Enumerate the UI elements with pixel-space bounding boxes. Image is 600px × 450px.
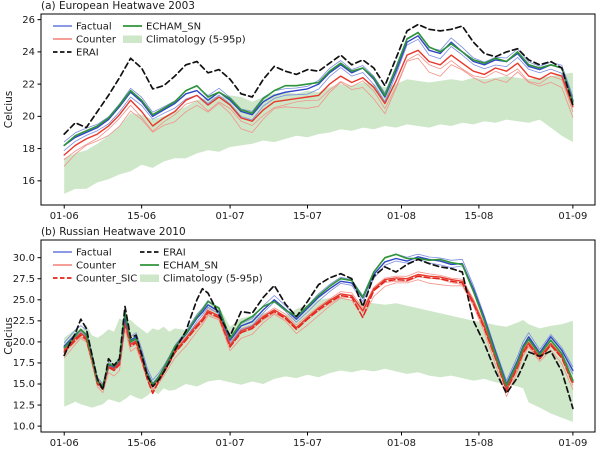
panel-title-b: (b) Russian Heatwave 2010 [41,226,186,238]
panel-b: 01-06 15-06 01-07 15-07 01-08 15-08 01-09 10.0 1… [3,226,596,449]
echam-line [63,31,574,147]
legend-label-clim: Climatology (5-95p) [163,274,263,285]
panel-a: 01-06 15-06 01-07 15-07 01-08 15-08 01-09 16 18 2… [3,0,596,222]
climatology-band-a [64,72,573,194]
factual-line [63,35,574,147]
y-tick-label: 18 [22,144,35,155]
y-tick-label: 22.5 [13,316,35,327]
y-tick-label: 27.5 [13,274,35,285]
legend-label-echam: ECHAM_SN [146,22,201,33]
legend-label-factual: Factual [76,22,112,33]
counter-member-line [63,279,574,397]
x-tick-label: 15-08 [464,211,493,222]
x-tick-label: 15-08 [464,438,493,449]
counter-line [63,273,574,390]
y-tick-label: 24 [22,47,35,58]
axes-frame-a [40,13,596,206]
counter-member-line [63,57,574,167]
x-tick-label: 01-07 [216,438,245,449]
erai-line [63,23,574,135]
legend-label-echam: ECHAM_SN [163,261,218,272]
y-tick-label: 26 [22,15,35,26]
counter-line [63,49,574,156]
y-tick-label: 10.0 [13,421,35,432]
x-tick-label: 15-06 [127,438,156,449]
x-tick-label: 01-06 [50,211,79,222]
climatology-band-b [64,297,573,422]
x-tick-label: 01-09 [558,211,587,222]
y-tick-label: 20 [22,112,35,123]
legend-label-counter: Counter [76,35,117,46]
y-tick-label: 22 [22,79,35,90]
legend-swatch-climatology [123,35,142,43]
erai-line [63,258,574,410]
x-tick-label: 15-07 [293,211,322,222]
x-tick-label: 01-07 [216,211,245,222]
x-tick-label: 15-06 [127,211,156,222]
y-tick-label: 12.5 [13,400,35,411]
y-axis-label-a: Celcius [3,91,15,129]
factual-member-line [63,32,574,143]
legend-label-factual: Factual [76,248,112,259]
x-tick-label: 01-09 [558,438,587,449]
counter_sic-line [63,275,574,395]
y-tick-label: 15.0 [13,379,35,390]
echam-line [63,253,574,387]
y-tick-label: 25.0 [13,295,35,306]
legend-label-clim: Climatology (5-95p) [146,35,246,46]
legend-swatch-climatology [140,274,159,282]
x-tick-label: 15-07 [293,438,322,449]
y-axis-label-b: Celcius [3,317,15,355]
panel-title-a: (a) European Heatwave 2003 [41,0,195,12]
y-tick-label: 16 [22,176,35,187]
x-tick-label: 01-08 [387,438,416,449]
axes-frame-b [40,239,596,433]
legend-label-counter: Counter [76,261,117,272]
factual-member-line [63,38,574,151]
y-tick-label: 17.5 [13,358,35,369]
y-tick-label: 30.0 [13,253,35,264]
x-tick-label: 01-08 [387,211,416,222]
legend-label-erai: ERAI [163,248,186,259]
legend-label-counter_sic: Counter_SIC [76,274,137,285]
y-tick-label: 20.0 [13,337,35,348]
x-tick-label: 01-06 [50,438,79,449]
legend-label-erai: ERAI [76,48,99,59]
counter-member-line [63,53,574,160]
